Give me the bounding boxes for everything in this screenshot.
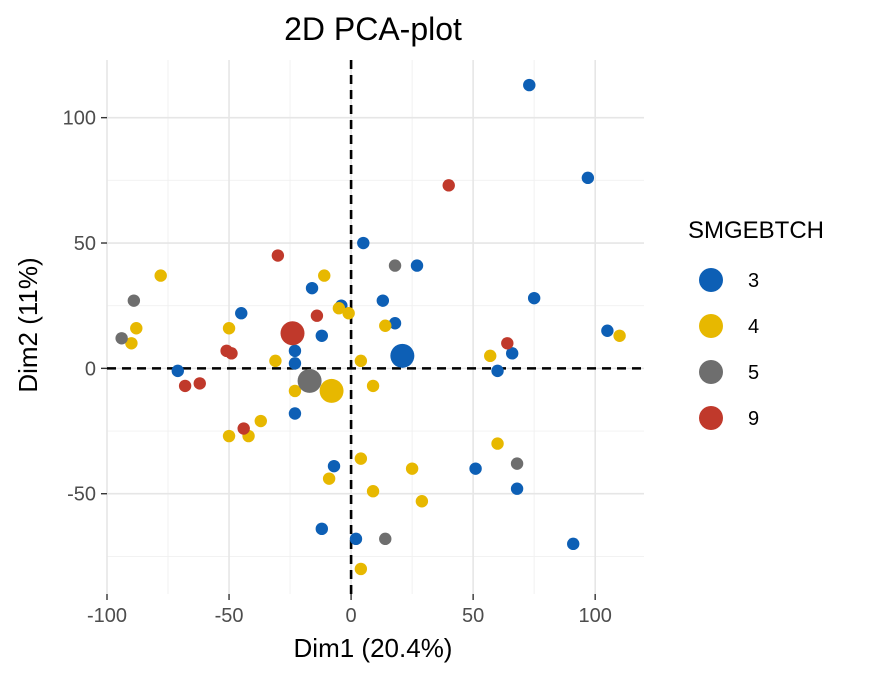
y-tick-label: 50: [74, 233, 96, 255]
centroid-point-group-4: [319, 378, 344, 403]
data-point-group-3: [505, 347, 519, 360]
reference-lines: [107, 60, 644, 594]
data-point-group-5: [127, 294, 141, 307]
data-point-group-4: [366, 379, 380, 393]
legend-title: SMGEBTCH: [688, 217, 824, 244]
data-point-group-3: [567, 537, 580, 551]
data-point-group-4: [154, 269, 167, 282]
data-point-group-9: [178, 379, 192, 393]
data-point-group-4: [125, 337, 138, 350]
data-point-group-4: [354, 562, 368, 576]
data-point-group-3: [388, 317, 402, 330]
x-tick-label: 100: [578, 605, 611, 627]
data-point-group-3: [357, 236, 370, 250]
legend-label-3: 3: [748, 270, 759, 292]
legend-key-4: [699, 314, 723, 338]
legend-label-9: 9: [748, 408, 759, 430]
data-point-group-3: [315, 329, 328, 342]
data-point-group-4: [322, 472, 336, 485]
data-point-group-3: [527, 291, 541, 305]
data-point-group-4: [288, 384, 302, 398]
major-grid: [106, 60, 644, 594]
data-points: [115, 78, 626, 576]
legend-key-5: [699, 360, 723, 384]
data-point-group-9: [193, 377, 206, 390]
data-point-group-3: [288, 407, 302, 420]
data-point-group-3: [288, 357, 302, 370]
data-point-group-3: [315, 522, 328, 536]
data-point-group-4: [405, 462, 419, 475]
data-point-group-9: [225, 347, 238, 360]
data-point-group-5: [510, 457, 524, 470]
data-point-group-9: [442, 179, 455, 192]
data-point-group-4: [130, 322, 143, 335]
legend-key-3: [699, 268, 723, 292]
y-axis-ticks: -50 0 50 100: [63, 108, 107, 506]
data-point-group-3: [410, 259, 424, 272]
data-point-group-4: [342, 307, 355, 320]
data-point-group-5: [379, 532, 392, 546]
data-point-group-5: [388, 259, 402, 272]
x-tick-label: 50: [462, 605, 484, 627]
x-tick-label: 0: [346, 605, 357, 627]
y-tick-label: 100: [63, 108, 96, 130]
y-tick-label: -50: [67, 484, 96, 506]
data-point-group-3: [288, 344, 302, 358]
x-axis-ticks: -100 -50 0 50 100: [87, 594, 612, 627]
data-point-group-3: [601, 324, 614, 337]
group-centroids: [280, 321, 415, 403]
x-tick-label: -50: [215, 605, 244, 627]
legend-label-4: 4: [748, 316, 759, 338]
data-point-group-3: [171, 364, 184, 378]
data-point-group-4: [613, 329, 626, 342]
data-point-group-3: [510, 482, 524, 495]
data-point-group-4: [354, 452, 368, 465]
data-point-group-3: [376, 294, 390, 307]
data-point-group-3: [349, 532, 363, 546]
chart-title: 2D PCA-plot: [284, 11, 462, 47]
data-point-group-3: [327, 459, 341, 473]
legend: SMGEBTCH 3 4 5 9: [688, 217, 824, 430]
data-point-group-4: [269, 354, 282, 368]
y-axis-title: Dim2 (11%): [13, 257, 43, 392]
data-point-group-3: [235, 307, 248, 320]
data-point-group-4: [491, 437, 504, 450]
centroid-point-group-5: [297, 368, 322, 393]
data-point-group-4: [379, 319, 392, 332]
legend-key-9: [699, 406, 723, 430]
x-tick-label: -100: [87, 605, 127, 627]
data-point-group-3: [523, 78, 536, 92]
centroid-point-group-9: [280, 321, 305, 346]
x-axis-title: Dim1 (20.4%): [294, 633, 453, 663]
data-point-group-4: [318, 269, 331, 282]
data-point-group-4: [415, 495, 429, 508]
data-point-group-9: [237, 422, 250, 435]
data-point-group-4: [332, 301, 346, 315]
data-point-group-5: [115, 332, 128, 345]
data-point-group-4: [366, 485, 380, 498]
data-point-group-3: [469, 462, 482, 475]
data-point-group-4: [484, 349, 497, 363]
data-point-group-3: [491, 364, 504, 378]
data-point-group-3: [581, 171, 595, 185]
data-point-group-3: [305, 281, 319, 295]
centroid-point-group-3: [390, 343, 415, 368]
data-point-group-9: [310, 309, 324, 322]
data-point-group-4: [222, 429, 236, 443]
data-point-group-4: [254, 414, 267, 428]
data-point-group-9: [271, 249, 285, 262]
data-point-group-4: [354, 354, 368, 368]
minor-grid: [107, 60, 644, 594]
legend-label-5: 5: [748, 362, 759, 384]
data-point-group-4: [222, 322, 236, 335]
y-tick-label: 0: [85, 358, 96, 380]
data-point-group-9: [501, 337, 514, 350]
